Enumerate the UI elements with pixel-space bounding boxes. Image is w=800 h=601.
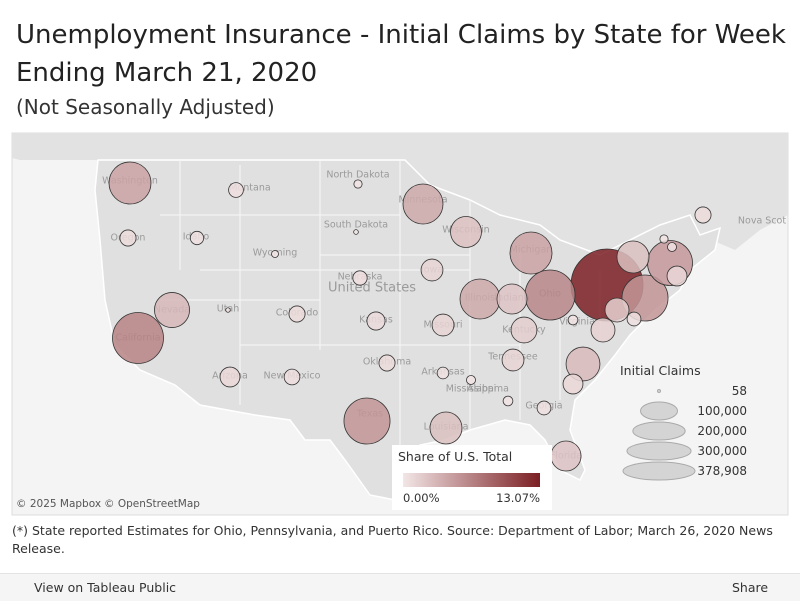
footnote: (*) State reported Estimates for Ohio, P… [12, 523, 773, 556]
state-bubble [225, 307, 231, 313]
map: WashingtonOregonCaliforniaNevadaIdahoMon… [11, 132, 789, 516]
state-bubble [429, 411, 463, 445]
state-bubble [626, 311, 642, 327]
map-label: Nova Scot [738, 216, 786, 227]
state-bubble [352, 270, 368, 286]
size-legend-label: 300,000 [697, 444, 747, 458]
legend-title: Share of U.S. Total [398, 449, 512, 464]
size-legend-label: 58 [732, 384, 747, 398]
size-legend-label: 100,000 [697, 404, 747, 418]
state-bubble [343, 397, 391, 445]
state-bubble [694, 206, 712, 224]
state-bubble [501, 348, 525, 372]
share-button[interactable]: Share [732, 580, 769, 595]
title: Ending March 21, 2020 [16, 58, 318, 88]
toolbar: View on Tableau Public Share [0, 573, 800, 601]
us-land [94, 159, 722, 501]
state-bubble [219, 366, 241, 388]
country-label: United States [328, 281, 416, 296]
size-legend-mark [622, 461, 696, 481]
state-bubble [567, 314, 579, 326]
attribution: © OpenStreetMap [104, 498, 200, 510]
state-bubble [378, 354, 396, 372]
state-bubble [288, 305, 306, 323]
state-bubble [402, 183, 444, 225]
state-bubble [621, 274, 669, 322]
size-legend-mark [640, 401, 678, 421]
state-bubble [590, 317, 616, 343]
subtitle: (Not Seasonally Adjusted) [16, 95, 275, 119]
size-legend-label: 200,000 [697, 424, 747, 438]
state-bubble [496, 283, 528, 315]
state-bubble [502, 395, 514, 407]
state-bubble [189, 230, 205, 246]
state-bubble [659, 234, 669, 244]
state-bubble [666, 265, 688, 287]
state-bubble [450, 216, 482, 248]
size-legend-label: 378,908 [697, 464, 747, 478]
color-legend-label: 13.07% [496, 491, 540, 505]
state-bubble [228, 182, 244, 198]
state-bubble [366, 311, 386, 331]
state-bubble [524, 269, 576, 321]
state-bubble [436, 366, 450, 380]
map-label: Mississippi [446, 384, 497, 395]
map-label: South Dakota [324, 220, 388, 231]
state-bubble [154, 292, 190, 328]
size-legend-mark [626, 441, 692, 461]
state-bubble [616, 240, 650, 274]
state-bubble [536, 400, 552, 416]
state-bubble [108, 161, 152, 205]
map-label: Alabama [467, 384, 509, 395]
attribution: © 2025 Mapbox [16, 498, 101, 510]
color-legend-ramp [403, 473, 540, 487]
state-bubble [667, 242, 677, 252]
state-bubble [565, 346, 601, 382]
state-bubble [431, 313, 455, 337]
state-bubble [112, 312, 164, 364]
state-bubble [550, 440, 582, 472]
state-bubble [271, 250, 279, 258]
color-legend-label: 0.00% [403, 491, 440, 505]
state-bubble [509, 231, 553, 275]
size-legend-mark [657, 389, 661, 393]
state-bubble [353, 179, 363, 189]
canada [12, 133, 788, 255]
map-label: North Dakota [326, 170, 389, 181]
size-legend-mark [632, 421, 686, 441]
state-bubble [604, 297, 630, 323]
map-label: Montana [229, 183, 270, 194]
state-bubble [459, 278, 501, 320]
view-on-tableau-link[interactable]: View on Tableau Public [34, 580, 177, 595]
state-bubble [353, 229, 359, 235]
state-bubble [283, 368, 301, 386]
legend-title: Initial Claims [620, 363, 701, 378]
title: Unemployment Insurance - Initial Claims … [16, 20, 786, 50]
state-bubble [420, 258, 444, 282]
state-bubble [466, 375, 476, 385]
state-bubble [510, 316, 538, 344]
state-bubble [119, 229, 137, 247]
state-bubble [562, 373, 584, 395]
